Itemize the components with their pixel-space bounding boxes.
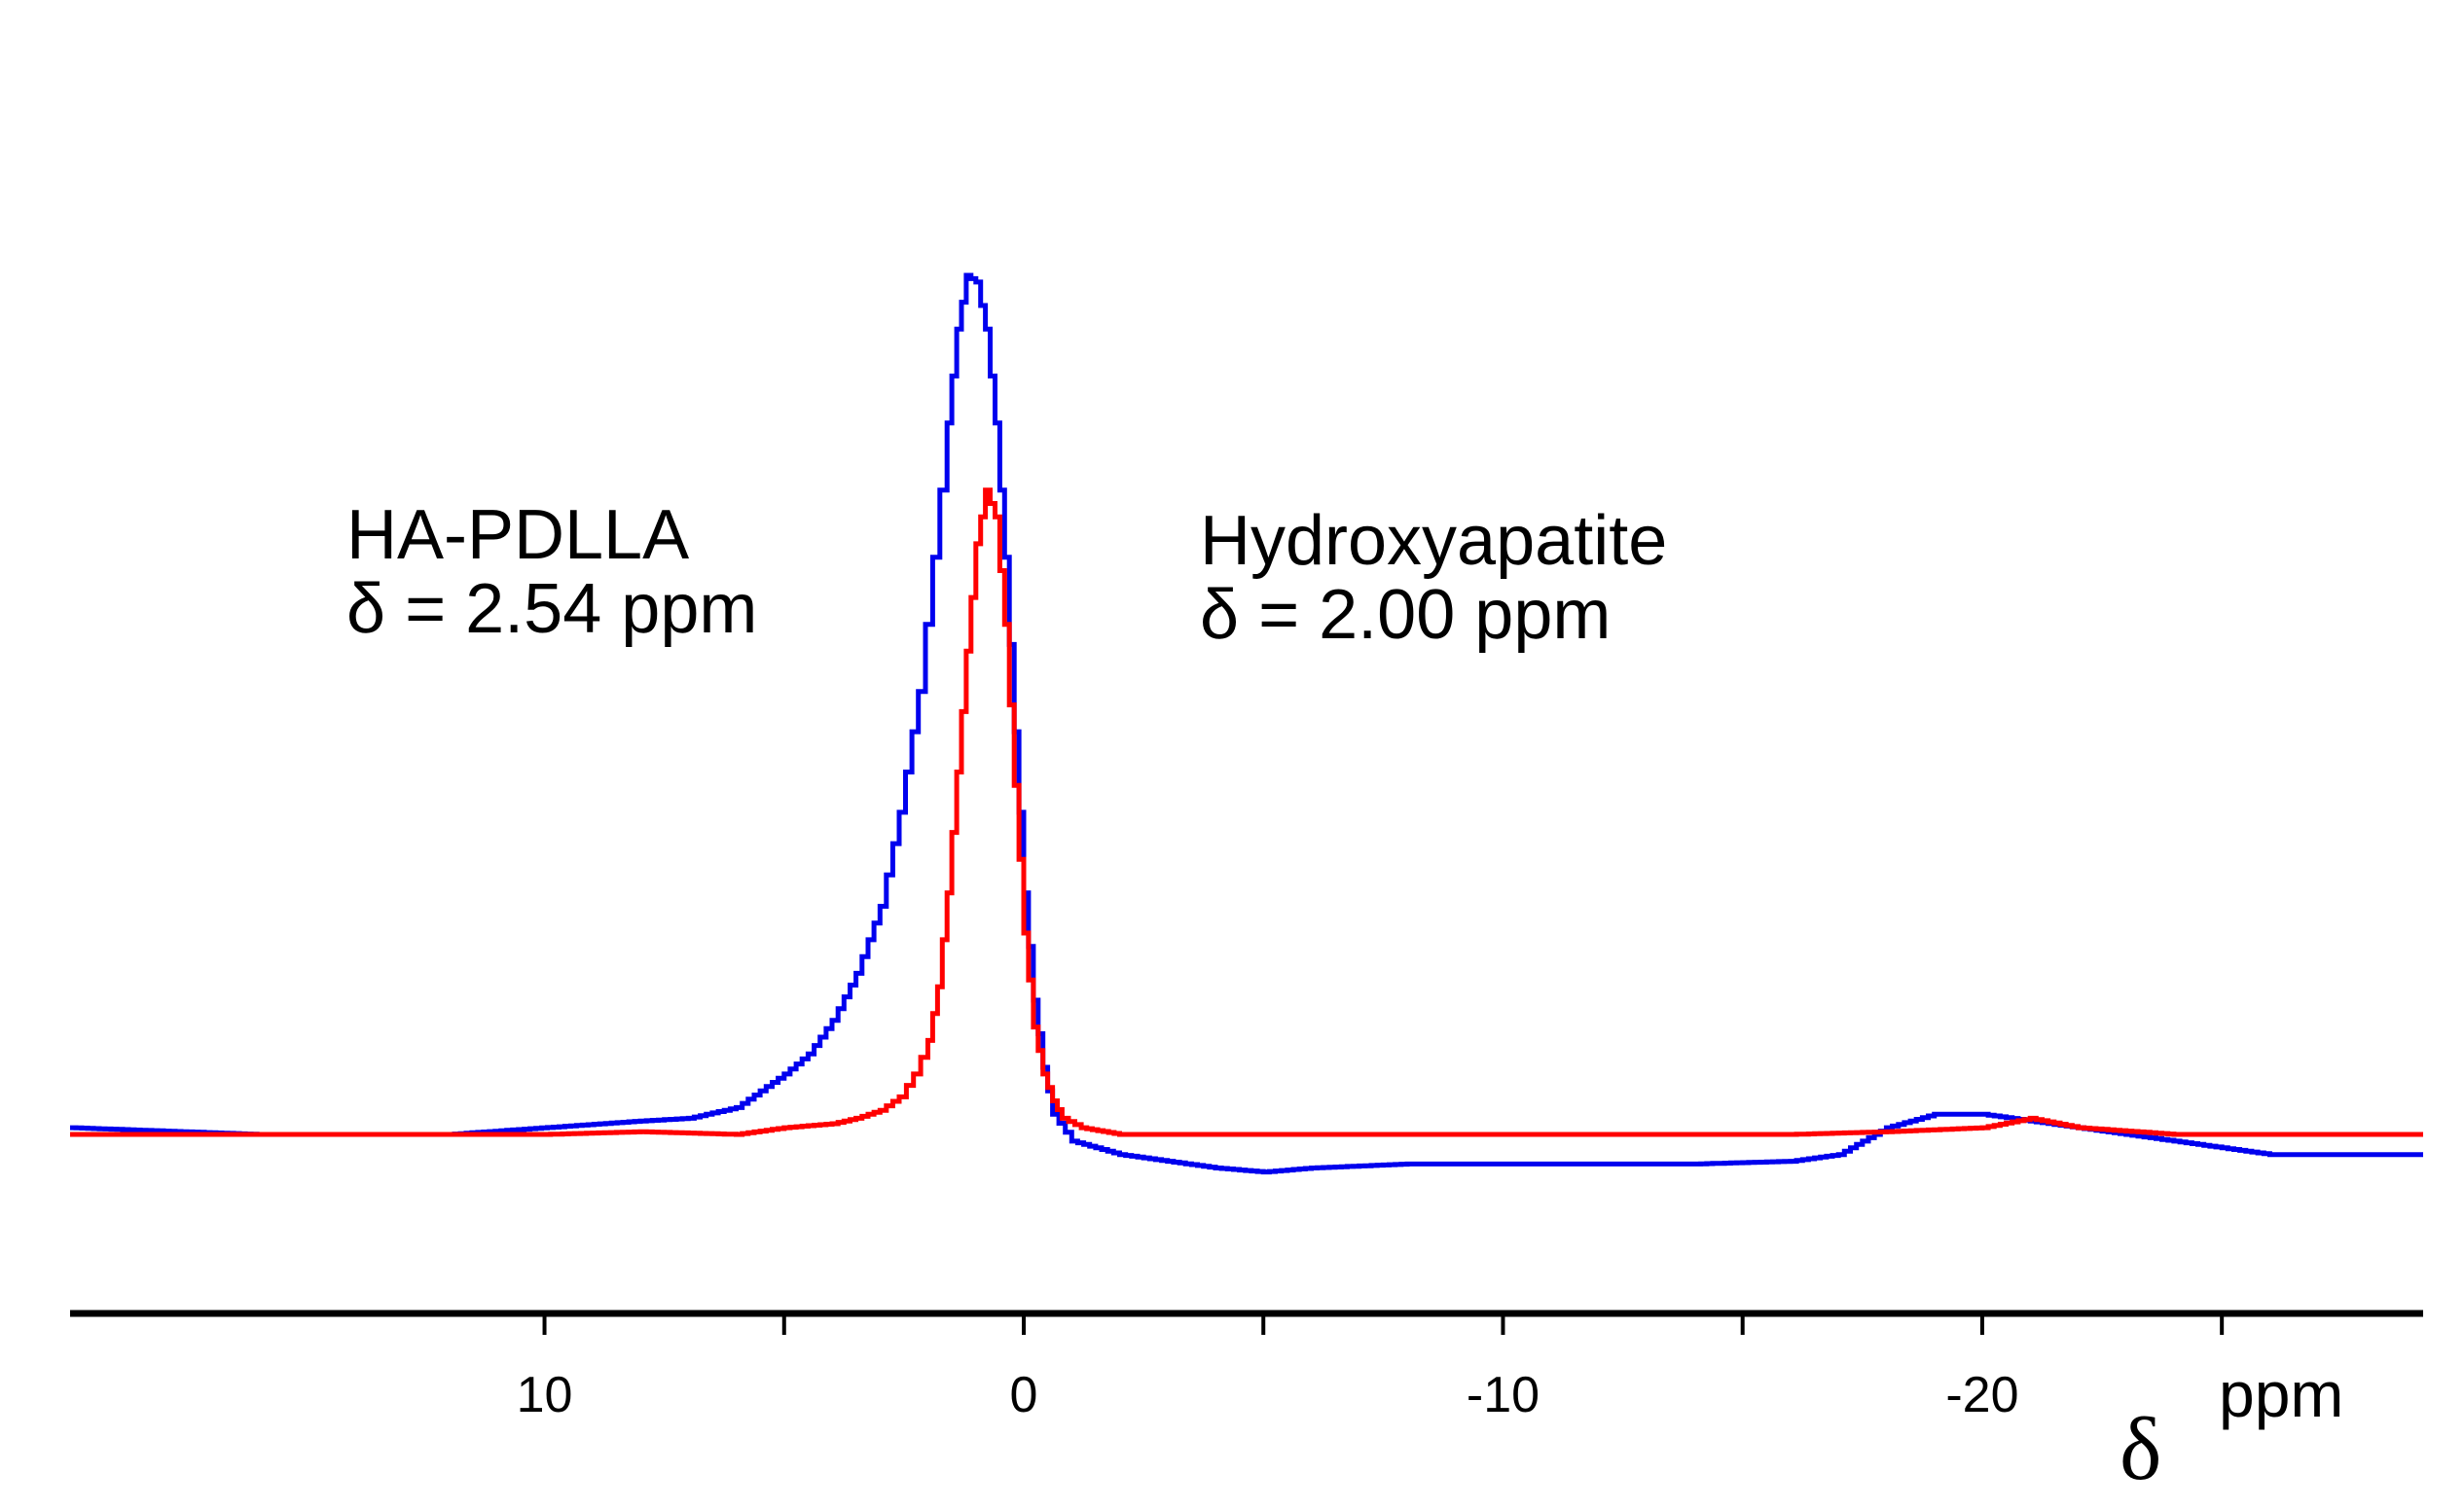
x-tick-label: 10	[517, 1367, 573, 1423]
ha-pdlla-annotation: HA-PDLLA δ = 2.54 ppm	[346, 498, 757, 646]
x-axis-unit-label: ppm	[2219, 1358, 2343, 1430]
series-layer	[70, 272, 2423, 1175]
hydroxyapatite-annotation: Hydroxyapatite δ = 2.00 ppm	[1200, 504, 1667, 652]
x-tick-label: -10	[1467, 1367, 1540, 1423]
tick-layer: 10 0 -10 -20	[517, 1313, 2225, 1423]
ha-pdlla-shift: δ = 2.54 ppm	[346, 570, 758, 648]
series-line-hydroxyapatite	[70, 487, 2423, 1137]
x-tick-label: 0	[1010, 1367, 1038, 1423]
series-line-ha-pdlla	[70, 272, 2423, 1175]
hydroxyapatite-shift: δ = 2.00 ppm	[1200, 576, 1612, 654]
x-tick-label: -20	[1945, 1367, 2018, 1423]
hydroxyapatite-title: Hydroxyapatite	[1200, 502, 1668, 580]
x-axis-delta-symbol: δ	[2120, 1399, 2161, 1498]
ha-pdlla-title: HA-PDLLA	[346, 496, 690, 574]
